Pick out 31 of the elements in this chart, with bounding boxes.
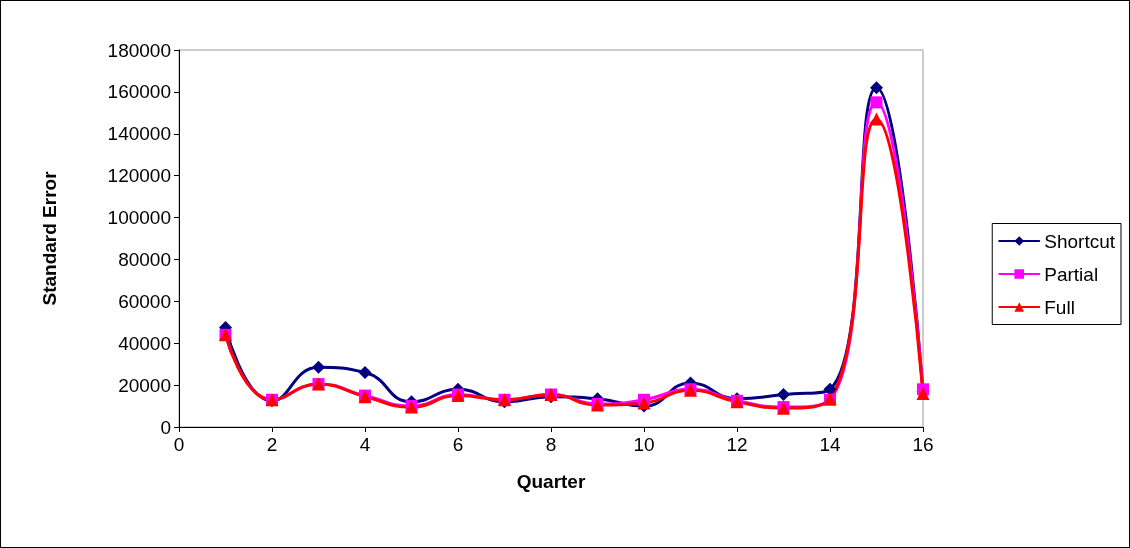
point [870, 112, 883, 126]
y-axis-title: Standard Error [39, 170, 60, 306]
point [870, 81, 883, 95]
point [777, 388, 790, 402]
x-axis-title: Quarter [516, 471, 586, 492]
x-tick-label: 10 [633, 434, 655, 455]
x-tick-label: 8 [545, 434, 557, 455]
y-tick-label: 100000 [107, 207, 171, 229]
x-tick-label: 0 [173, 434, 185, 455]
y-tick-label: 40000 [118, 332, 171, 354]
x-tick-label: 2 [266, 434, 278, 455]
y-tick-label: 80000 [118, 248, 171, 270]
x-tick-label: 6 [452, 434, 464, 455]
y-tick-label: 160000 [107, 81, 171, 103]
x-tick-label: 14 [819, 434, 841, 455]
y-tick-label: 20000 [118, 374, 171, 396]
x-tick-label: 4 [359, 434, 371, 455]
x-tick-label: 16 [912, 434, 934, 455]
legend-label: Partial [1044, 263, 1099, 285]
point [870, 96, 883, 109]
y-tick-label: 120000 [107, 165, 171, 187]
y-tick-label: 140000 [107, 123, 171, 145]
point [312, 360, 325, 374]
point [358, 366, 372, 380]
legend-label: Full [1044, 296, 1075, 318]
y-tick-label: 0 [160, 416, 171, 438]
legend-label: Shortcut [1044, 230, 1116, 252]
y-tick-label: 180000 [107, 39, 171, 61]
x-tick-label: 12 [726, 434, 748, 455]
y-tick-label: 60000 [118, 290, 171, 312]
point [823, 382, 837, 396]
